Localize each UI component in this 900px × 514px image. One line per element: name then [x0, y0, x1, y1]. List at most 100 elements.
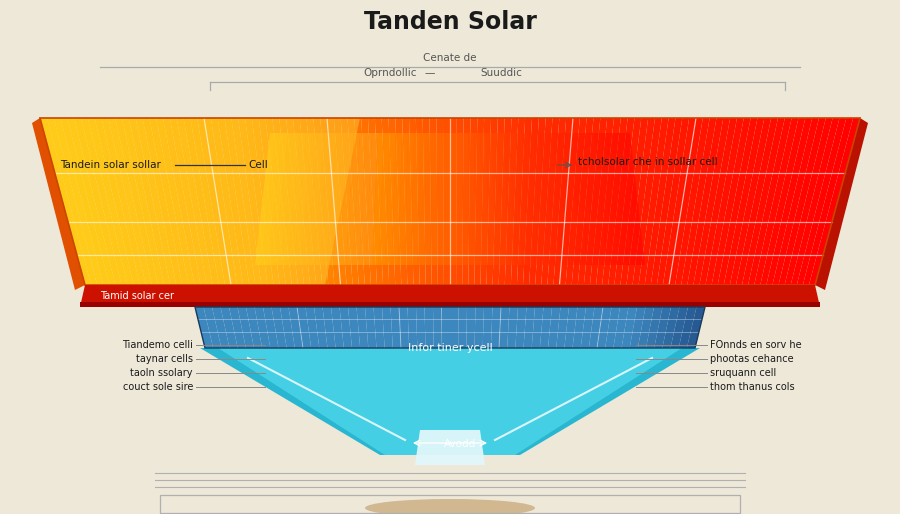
Polygon shape [450, 118, 457, 285]
Polygon shape [612, 133, 632, 265]
Text: Oprndollic: Oprndollic [364, 68, 417, 78]
Polygon shape [444, 133, 450, 265]
Polygon shape [669, 118, 703, 285]
Polygon shape [522, 133, 535, 265]
Polygon shape [492, 118, 505, 285]
Polygon shape [675, 118, 710, 285]
Polygon shape [429, 118, 437, 285]
Polygon shape [289, 307, 303, 348]
Polygon shape [409, 118, 419, 285]
Polygon shape [466, 307, 475, 348]
Polygon shape [552, 133, 567, 265]
Polygon shape [382, 118, 395, 285]
Polygon shape [681, 118, 716, 285]
Polygon shape [245, 118, 274, 285]
Polygon shape [524, 307, 535, 348]
Polygon shape [608, 118, 634, 285]
Text: tcholsolar che in sollar cell: tcholsolar che in sollar cell [578, 157, 717, 167]
Polygon shape [458, 307, 467, 348]
Polygon shape [606, 133, 626, 265]
Polygon shape [651, 118, 682, 285]
Polygon shape [742, 118, 785, 285]
Polygon shape [268, 133, 288, 265]
Ellipse shape [365, 499, 535, 514]
Polygon shape [679, 307, 697, 348]
Polygon shape [582, 133, 599, 265]
Text: Tanden Solar: Tanden Solar [364, 10, 536, 34]
Polygon shape [385, 133, 396, 265]
Polygon shape [474, 118, 484, 285]
Text: Avodd: Avodd [444, 439, 476, 449]
Polygon shape [374, 118, 389, 285]
Polygon shape [580, 307, 595, 348]
Polygon shape [136, 118, 176, 285]
Polygon shape [803, 118, 853, 285]
Polygon shape [149, 118, 188, 285]
Polygon shape [481, 118, 491, 285]
Polygon shape [418, 133, 426, 265]
Polygon shape [516, 133, 528, 265]
Polygon shape [498, 133, 508, 265]
Polygon shape [564, 133, 580, 265]
Text: —: — [425, 68, 436, 78]
Polygon shape [584, 118, 608, 285]
Polygon shape [499, 307, 509, 348]
Polygon shape [157, 118, 194, 285]
Polygon shape [712, 118, 751, 285]
Polygon shape [300, 118, 322, 285]
Polygon shape [602, 118, 627, 285]
Polygon shape [54, 118, 104, 285]
Polygon shape [404, 133, 414, 265]
Polygon shape [508, 307, 518, 348]
Polygon shape [122, 118, 164, 285]
Polygon shape [94, 118, 140, 285]
Polygon shape [534, 133, 547, 265]
Polygon shape [359, 133, 372, 265]
Polygon shape [297, 307, 311, 348]
Text: Suuddic: Suuddic [480, 68, 522, 78]
Text: thom thanus cols: thom thanus cols [710, 382, 795, 392]
Polygon shape [605, 307, 620, 348]
Polygon shape [626, 118, 655, 285]
Polygon shape [74, 118, 122, 285]
Polygon shape [578, 118, 600, 285]
Polygon shape [305, 307, 320, 348]
Polygon shape [785, 118, 832, 285]
Polygon shape [663, 118, 696, 285]
Polygon shape [558, 133, 573, 265]
Polygon shape [80, 285, 820, 307]
Polygon shape [348, 307, 360, 348]
Polygon shape [633, 118, 662, 285]
Polygon shape [541, 118, 559, 285]
Text: phootas cehance: phootas cehance [710, 354, 794, 364]
Polygon shape [80, 302, 820, 307]
Polygon shape [416, 307, 426, 348]
Polygon shape [529, 118, 545, 285]
Polygon shape [622, 307, 637, 348]
Polygon shape [32, 118, 85, 290]
Text: Infor tiner ycell: Infor tiner ycell [408, 343, 492, 353]
Polygon shape [474, 133, 482, 265]
Polygon shape [423, 118, 432, 285]
Polygon shape [639, 118, 669, 285]
Polygon shape [313, 133, 330, 265]
Polygon shape [200, 348, 700, 455]
Polygon shape [102, 118, 146, 285]
Polygon shape [40, 118, 91, 285]
Polygon shape [220, 307, 238, 348]
Polygon shape [546, 133, 561, 265]
Polygon shape [730, 118, 771, 285]
Polygon shape [246, 307, 262, 348]
Polygon shape [355, 118, 371, 285]
Polygon shape [548, 307, 561, 348]
Polygon shape [273, 118, 298, 285]
Polygon shape [614, 118, 642, 285]
Polygon shape [411, 133, 420, 265]
Polygon shape [327, 118, 346, 285]
Polygon shape [108, 118, 152, 285]
Polygon shape [347, 118, 365, 285]
Polygon shape [486, 133, 496, 265]
Polygon shape [693, 118, 730, 285]
Polygon shape [47, 118, 97, 285]
Text: Cell: Cell [248, 160, 268, 170]
